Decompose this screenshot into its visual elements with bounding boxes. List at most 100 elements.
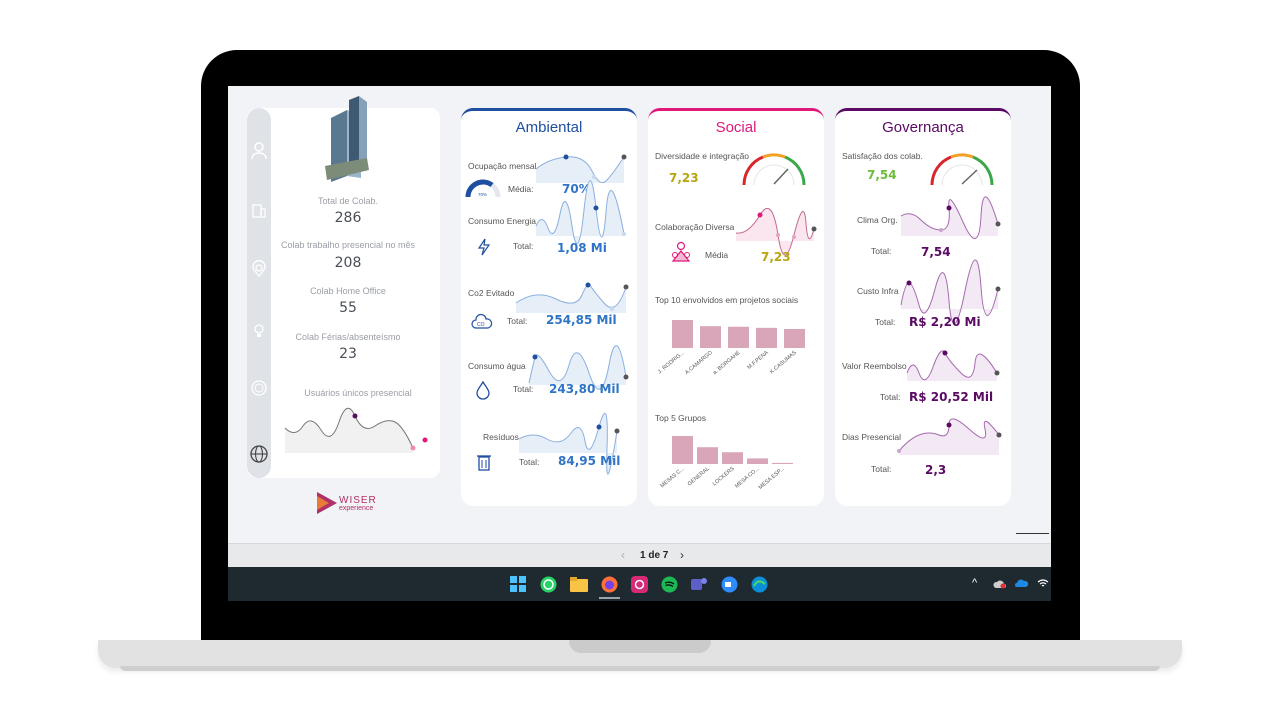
stat-label-total: Total de Colab. [317, 196, 379, 206]
top5-bar[interactable] [722, 452, 743, 464]
clima-sub: Total: [871, 246, 892, 256]
satisfacao-gauge [930, 153, 994, 186]
colaboracao-value: 7,23 [761, 250, 791, 264]
top5-bar[interactable] [672, 436, 693, 464]
energia-sparkline [535, 180, 626, 245]
edge-icon[interactable] [751, 576, 768, 593]
presencial-sparkline [897, 418, 1002, 455]
satisfacao-label: Satisfação dos colab. [842, 151, 923, 161]
laptop-notch [569, 640, 711, 653]
diversidade-label: Diversidade e integração [655, 151, 750, 161]
ambiental-title: Ambiental [515, 119, 583, 136]
cloud-co2-icon: CO [471, 313, 493, 329]
agua-sub: Total: [513, 384, 534, 394]
top10-tick-label: M.F.PENA [746, 350, 770, 371]
folder-icon[interactable] [570, 577, 588, 592]
diversidade-value: 7,23 [669, 171, 699, 185]
agua-label: Consumo água [468, 361, 526, 371]
ambiental-card: Ambiental Ocupação mensal 70% Média: 70%… [461, 108, 637, 506]
screen: Total de Colab. 286 Colab trabalho prese… [228, 86, 1051, 601]
presencial-value: 2,3 [925, 463, 947, 477]
clima-sparkline [900, 196, 1001, 239]
teams-icon[interactable] [691, 576, 708, 593]
people-icon [671, 241, 691, 262]
presencial-sub: Total: [871, 464, 892, 474]
diversidade-gauge [742, 153, 806, 186]
top5-bar[interactable] [747, 458, 768, 464]
location-icon[interactable] [251, 260, 267, 278]
page-navigator: ‹ 1 de 7 › [228, 543, 1051, 568]
instagram-icon[interactable] [631, 576, 648, 593]
logo-text: WISER [339, 495, 377, 506]
prev-page-button[interactable]: ‹ [621, 548, 625, 562]
reembolso-value: R$ 20,52 Mil [909, 390, 994, 404]
top5-tick-label: GENERAL [687, 466, 711, 487]
infra-label: Custo Infra [857, 286, 899, 296]
colaboracao-sub: Média [705, 250, 729, 260]
ocupacao-sub: Média: [508, 184, 534, 194]
top10-bar[interactable] [784, 328, 805, 348]
ocupacao-gauge: 70% [465, 179, 501, 198]
svg-text:CO: CO [477, 322, 485, 328]
onedrive-icon[interactable] [1015, 579, 1029, 588]
wifi-icon[interactable] [1037, 578, 1049, 588]
co2-label: Co2 Evitado [468, 288, 515, 298]
infra-value: R$ 2,20 Mi [909, 315, 981, 329]
social-card: Social Diversidade e integração 7,23 Col… [648, 108, 824, 506]
residuos-sparkline [518, 412, 620, 475]
coin-icon[interactable] [251, 380, 267, 396]
infra-sub: Total: [875, 317, 896, 327]
top10-bar[interactable] [672, 320, 693, 348]
page-indicator: 1 de 7 [640, 550, 669, 561]
top10-bar[interactable] [700, 326, 721, 348]
lightning-icon [477, 238, 491, 256]
residuos-value: 84,95 Mil [558, 454, 621, 468]
top10-tick-label: K.CASUMAS [769, 350, 798, 376]
infra-sparkline [900, 259, 1001, 325]
next-page-button[interactable]: › [680, 548, 684, 562]
wiser-logo-icon [317, 492, 337, 514]
top5-tick-label: MESAS C... [659, 466, 686, 490]
sync-status-icon[interactable] [993, 579, 1006, 589]
top10-bar[interactable] [728, 326, 749, 348]
governanca-title: Governança [882, 119, 964, 136]
windows-icon[interactable] [510, 576, 526, 592]
h-scroll-indicator[interactable] [1016, 533, 1049, 534]
top10-tick-label: A.CAMARGO [684, 349, 714, 376]
spotify-icon[interactable] [661, 576, 678, 593]
user-icon[interactable] [251, 142, 267, 160]
top10-bar[interactable] [756, 327, 777, 348]
globe-icon[interactable] [250, 445, 268, 463]
building-icon[interactable] [251, 202, 267, 218]
whatsapp-icon[interactable] [540, 576, 557, 593]
ocupacao-sparkline [535, 154, 627, 184]
satisfacao-value: 7,54 [867, 168, 897, 182]
firefox-icon[interactable] [601, 576, 618, 593]
active-app-indicator [599, 597, 620, 599]
stat-value-total: 286 [334, 210, 362, 226]
tray-overflow-button[interactable]: ^ [972, 577, 978, 589]
energia-sub: Total: [513, 241, 534, 251]
top5-bar[interactable] [772, 462, 793, 464]
energia-label: Consumo Energia [468, 216, 537, 226]
co2-sub: Total: [507, 316, 528, 326]
presencial-label: Dias Presencial [842, 432, 902, 442]
lightbulb-icon[interactable] [251, 322, 267, 338]
ocupacao-value: 70% [562, 182, 591, 196]
top5-bar[interactable] [697, 447, 718, 464]
trash-icon [477, 455, 491, 471]
stat-value-home-office: 55 [339, 300, 357, 316]
stat-label-ferias: Colab Férias/absenteísmo [295, 332, 401, 342]
building-image [325, 96, 369, 182]
unique-users-sparkline [284, 407, 428, 453]
energia-value: 1,08 Mi [557, 241, 607, 255]
agua-sparkline [528, 345, 629, 390]
stat-value-presencial: 208 [334, 255, 362, 271]
top10-tick-label: a. BORGAHE [712, 350, 742, 376]
agua-value: 243,80 Mil [549, 382, 620, 396]
zoom-icon[interactable] [721, 576, 738, 593]
co2-value: 254,85 Mil [546, 313, 617, 327]
ocupacao-label: Ocupação mensal [468, 161, 537, 171]
